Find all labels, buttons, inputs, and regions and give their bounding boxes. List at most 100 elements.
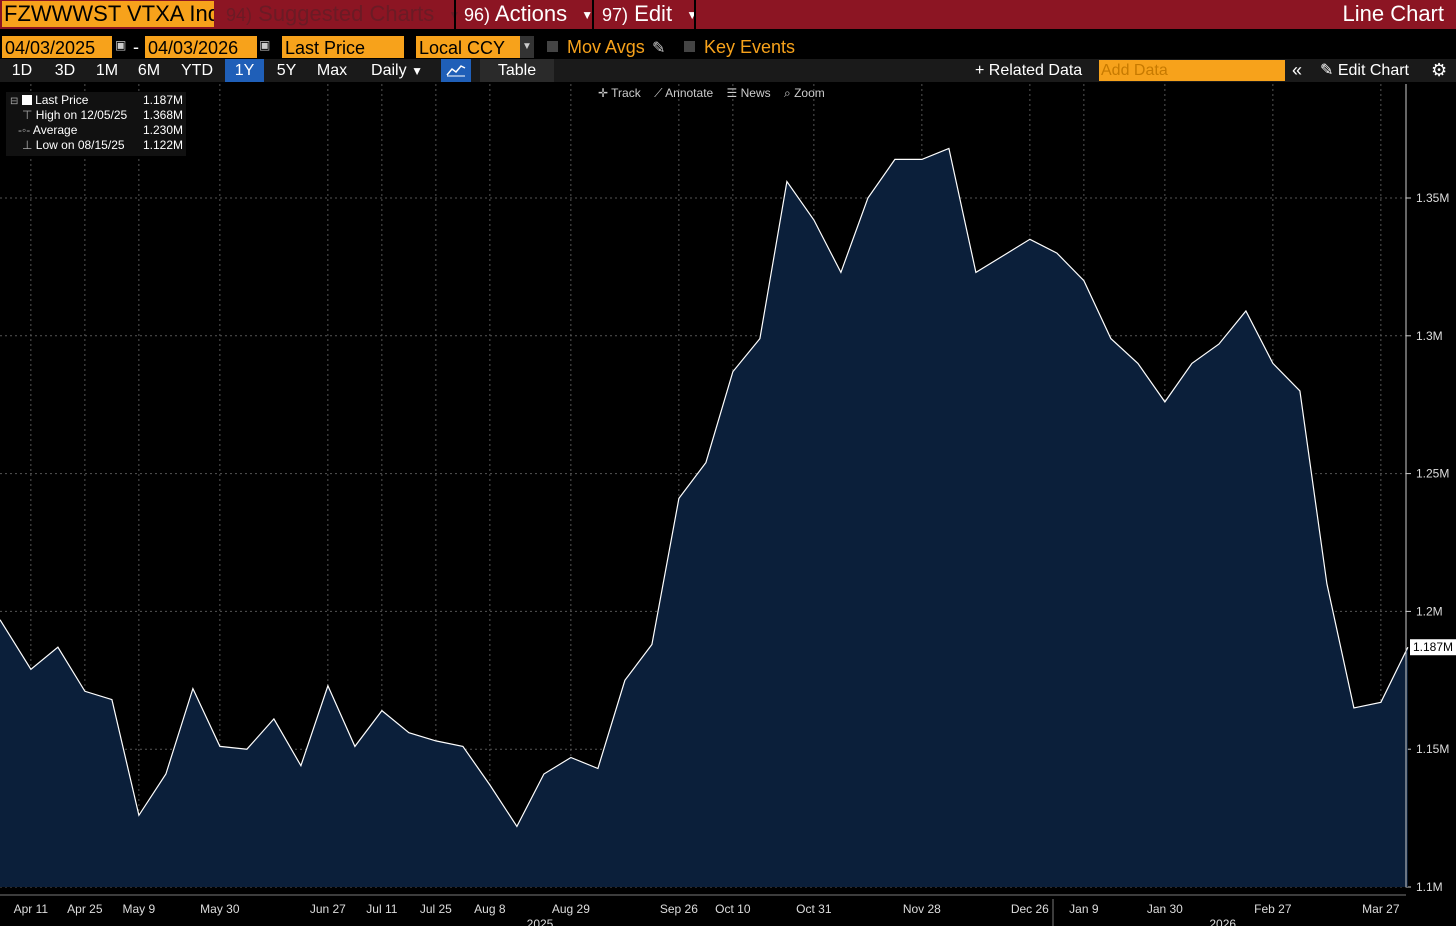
- chevron-down-icon: ▼: [411, 64, 423, 78]
- x-tick-label: Aug 8: [474, 902, 506, 916]
- pencil-icon[interactable]: ✎: [652, 40, 666, 57]
- table-button[interactable]: Table: [480, 59, 554, 82]
- y-tick-label: 1.3M: [1416, 329, 1443, 343]
- legend-last-value: 1.187M: [143, 93, 184, 107]
- menu-divider: [454, 0, 456, 29]
- x-tick-label: Jul 11: [366, 902, 397, 916]
- suggested-charts-label: Suggested Charts: [258, 1, 435, 26]
- news-label: News: [740, 86, 771, 100]
- y-tick-label: 1.25M: [1416, 467, 1449, 481]
- suggested-charts-menu[interactable]: 94) Suggested Charts ▼: [226, 0, 460, 29]
- legend-low: ⊥ Low on 08/15/25: [22, 138, 125, 152]
- x-tick-label: Oct 10: [715, 902, 751, 916]
- x-year-label: 2025: [527, 917, 554, 926]
- key-events-checkbox[interactable]: [684, 41, 695, 52]
- series-swatch: [21, 95, 32, 105]
- x-tick-label: May 9: [123, 902, 156, 916]
- actions-label: Actions: [494, 1, 568, 26]
- add-data-input[interactable]: Add Data: [1099, 60, 1285, 81]
- last-value-tag: [1410, 639, 1456, 656]
- legend-last-price: ⊟ Last Price: [10, 93, 88, 108]
- chart-tools: ✛ Track ⟋ Annotate ☰ News ⌕ Zoom: [598, 84, 825, 102]
- series-area: [0, 148, 1408, 887]
- legend-avg-value: 1.230M: [143, 123, 184, 137]
- legend-last-label: Last Price: [35, 93, 89, 107]
- price-field-select[interactable]: Last Price: [282, 36, 404, 58]
- x-tick-label: Nov 28: [903, 902, 941, 916]
- x-tick-label: Jan 9: [1069, 902, 1099, 916]
- date-separator: -: [133, 37, 139, 57]
- chevron-down-icon[interactable]: ▼: [520, 36, 534, 58]
- x-tick-label: Apr 25: [67, 902, 103, 916]
- period-button-ytd[interactable]: YTD: [181, 62, 213, 79]
- period-button-1y[interactable]: 1Y: [225, 59, 264, 82]
- related-data-button[interactable]: + Related Data: [975, 62, 1083, 79]
- frequency-label: Daily: [371, 62, 407, 79]
- legend-low-label: Low on 08/15/25: [35, 138, 125, 152]
- calendar-icon[interactable]: ▣: [115, 38, 127, 52]
- period-button-1m[interactable]: 1M: [95, 62, 119, 79]
- last-value-label: 1.187M: [1413, 640, 1453, 654]
- x-tick-label: Sep 26: [660, 902, 698, 916]
- ticker-field[interactable]: FZWWWST VTXA Index: [2, 1, 214, 27]
- chevron-down-icon: ▼: [581, 8, 594, 23]
- edit-menu[interactable]: 97) Edit ▼: [602, 0, 698, 29]
- edit-chart-label: Edit Chart: [1337, 62, 1409, 79]
- annotate-label: Annotate: [665, 86, 714, 100]
- x-tick-label: Jul 25: [420, 902, 452, 916]
- collapse-icon[interactable]: ⊟: [10, 96, 19, 107]
- legend-average: -◦- Average: [18, 123, 78, 137]
- key-events-label[interactable]: Key Events: [704, 37, 796, 57]
- start-date-field[interactable]: 04/03/2025: [2, 36, 112, 58]
- y-tick-label: 1.35M: [1416, 191, 1449, 205]
- y-tick-label: 1.1M: [1416, 880, 1443, 894]
- edit-label: Edit: [634, 1, 673, 26]
- end-date-field[interactable]: 04/03/2026: [145, 36, 257, 58]
- legend-high-label: High on 12/05/25: [35, 108, 128, 122]
- news-button[interactable]: ☰ News: [726, 86, 771, 100]
- frequency-select[interactable]: Daily ▼: [358, 59, 436, 82]
- chart-type-title: Line Chart: [1342, 1, 1444, 26]
- legend-high-value: 1.368M: [143, 108, 184, 122]
- y-tick-label: 1.2M: [1416, 604, 1443, 618]
- track-label: Track: [611, 86, 641, 100]
- currency-select[interactable]: Local CCY: [416, 36, 520, 58]
- mov-avgs-checkbox[interactable]: [547, 41, 558, 52]
- x-tick-label: Apr 11: [14, 902, 49, 916]
- period-button-max[interactable]: Max: [316, 62, 348, 79]
- price-chart[interactable]: 1.1M 1.15M 1.2M 1.25M 1.3M 1.35M Apr 11 Apr 25 M…: [0, 82, 1456, 926]
- menu-divider: [694, 0, 696, 29]
- gear-icon[interactable]: ⚙: [1431, 60, 1448, 80]
- zoom-button[interactable]: ⌕ Zoom: [784, 86, 825, 100]
- zoom-label: Zoom: [794, 86, 825, 100]
- x-tick-label: Aug 29: [552, 902, 590, 916]
- edit-number: 97): [602, 5, 629, 25]
- x-tick-label: Jun 27: [310, 902, 346, 916]
- period-button-1d[interactable]: 1D: [11, 62, 33, 79]
- x-tick-label: Jan 30: [1147, 902, 1183, 916]
- x-tick-label: Oct 31: [796, 902, 832, 916]
- period-button-3d[interactable]: 3D: [54, 62, 76, 79]
- actions-number: 96): [464, 5, 491, 25]
- edit-chart-button[interactable]: ✎ Edit Chart: [1320, 59, 1409, 82]
- menu-divider: [592, 0, 594, 29]
- track-button[interactable]: ✛ Track: [598, 86, 641, 100]
- period-button-5y[interactable]: 5Y: [276, 62, 297, 79]
- x-year-label: 2026: [1209, 917, 1236, 926]
- actions-menu[interactable]: 96) Actions ▼: [464, 0, 593, 29]
- annotate-button[interactable]: ⟋ Annotate: [654, 86, 714, 100]
- double-chevron-left-icon[interactable]: «: [1292, 60, 1303, 80]
- top-menu-bar: [0, 0, 1456, 29]
- calendar-icon[interactable]: ▣: [259, 38, 271, 52]
- line-chart-icon[interactable]: [441, 59, 471, 82]
- y-tick-label: 1.15M: [1416, 742, 1449, 756]
- pencil-icon: ✎: [1320, 62, 1334, 79]
- toolbar: [0, 59, 1456, 82]
- legend-high: ⊤ High on 12/05/25: [22, 108, 128, 122]
- chart-legend: ⊟ Last Price 1.187M ⊤ High on 12/05/25 1…: [6, 92, 186, 156]
- period-button-6m[interactable]: 6M: [137, 62, 161, 79]
- chevron-down-icon: ▼: [686, 8, 699, 23]
- mov-avgs-label[interactable]: Mov Avgs: [567, 37, 645, 57]
- legend-avg-label: Average: [32, 123, 78, 137]
- x-tick-label: Feb 27: [1254, 902, 1292, 916]
